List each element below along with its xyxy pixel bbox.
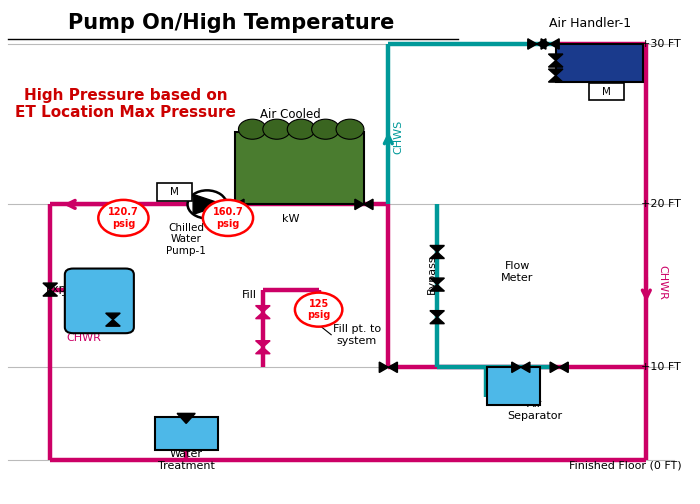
Polygon shape [106, 313, 120, 320]
Polygon shape [256, 347, 270, 354]
Circle shape [287, 119, 315, 139]
Polygon shape [430, 285, 444, 291]
Text: Flow
Meter: Flow Meter [501, 261, 533, 283]
Text: +30 FT: +30 FT [641, 39, 681, 49]
Text: M: M [602, 87, 611, 97]
Text: M: M [170, 187, 178, 197]
Text: Fill: Fill [241, 290, 256, 299]
FancyBboxPatch shape [65, 269, 134, 333]
Polygon shape [43, 290, 57, 296]
Bar [589, 83, 624, 100]
Polygon shape [389, 362, 398, 372]
Polygon shape [364, 199, 373, 210]
Text: Water
Treatment: Water Treatment [158, 449, 215, 471]
Circle shape [239, 119, 266, 139]
Polygon shape [537, 39, 546, 49]
Text: CHWR: CHWR [657, 265, 667, 299]
Polygon shape [550, 39, 559, 49]
Polygon shape [512, 362, 521, 372]
Bar [157, 183, 192, 201]
Polygon shape [379, 362, 389, 372]
Circle shape [98, 200, 148, 236]
Polygon shape [193, 195, 223, 214]
Text: Air Cooled
Chiller-1: Air Cooled Chiller-1 [260, 108, 321, 136]
FancyBboxPatch shape [155, 417, 218, 450]
Text: Chilled
Water
Pump-1: Chilled Water Pump-1 [166, 223, 206, 256]
Polygon shape [430, 252, 444, 259]
Polygon shape [521, 362, 530, 372]
Circle shape [188, 191, 227, 218]
Polygon shape [106, 320, 120, 326]
Text: CHWS: CHWS [394, 119, 404, 154]
Polygon shape [528, 39, 537, 49]
Text: Pump On/High Temperature: Pump On/High Temperature [69, 13, 395, 33]
Circle shape [336, 119, 364, 139]
Polygon shape [548, 60, 563, 67]
Text: Finished Floor (0 FT): Finished Floor (0 FT) [568, 460, 681, 470]
Polygon shape [430, 278, 444, 285]
Polygon shape [550, 362, 559, 372]
Polygon shape [235, 199, 244, 210]
Polygon shape [548, 76, 563, 82]
FancyBboxPatch shape [235, 132, 364, 205]
Polygon shape [256, 312, 270, 319]
FancyBboxPatch shape [556, 44, 643, 82]
Circle shape [295, 293, 342, 327]
Text: kW: kW [282, 214, 300, 224]
Circle shape [203, 200, 253, 236]
Polygon shape [43, 283, 57, 290]
FancyBboxPatch shape [487, 367, 540, 405]
Polygon shape [226, 199, 235, 210]
Polygon shape [430, 310, 444, 317]
Polygon shape [177, 413, 195, 423]
Text: CHWR: CHWR [66, 333, 101, 343]
Polygon shape [430, 245, 444, 252]
Text: +20 FT: +20 FT [641, 200, 681, 209]
Polygon shape [548, 54, 563, 60]
Circle shape [262, 119, 290, 139]
Text: Fill pt. to
system: Fill pt. to system [332, 324, 381, 346]
Polygon shape [256, 305, 270, 312]
Text: High Pressure based on
ET Location Max Pressure: High Pressure based on ET Location Max P… [15, 88, 236, 120]
Text: Air Handler-1: Air Handler-1 [550, 18, 631, 30]
Text: Bypass: Bypass [426, 255, 437, 294]
Polygon shape [256, 341, 270, 347]
Circle shape [312, 119, 340, 139]
Polygon shape [541, 39, 550, 49]
Text: 120.7
psig: 120.7 psig [108, 207, 139, 229]
Polygon shape [559, 362, 568, 372]
Text: 160.7
psig: 160.7 psig [213, 207, 244, 229]
Text: Expansion
Tank: Expansion Tank [46, 284, 104, 305]
Polygon shape [548, 69, 563, 76]
Polygon shape [355, 199, 364, 210]
Polygon shape [430, 317, 444, 324]
Text: Air
Separator: Air Separator [508, 399, 562, 421]
Text: +10 FT: +10 FT [641, 362, 681, 372]
Text: 125
psig: 125 psig [307, 299, 330, 321]
